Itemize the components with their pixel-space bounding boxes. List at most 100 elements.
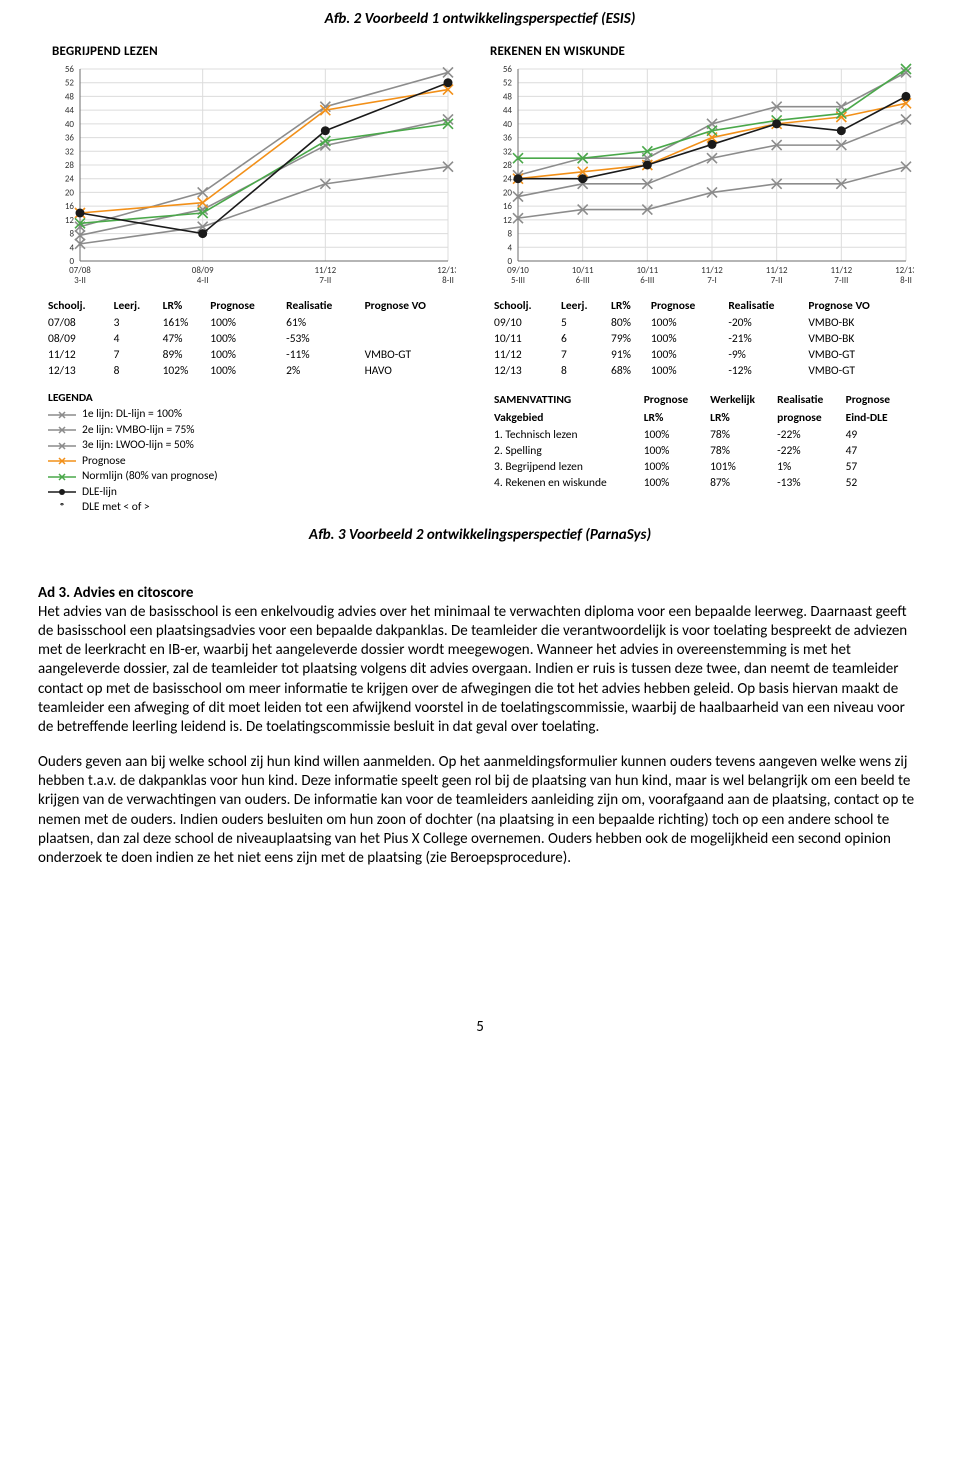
svg-text:*: * xyxy=(59,503,66,513)
svg-text:36: 36 xyxy=(65,133,75,144)
svg-text:36: 36 xyxy=(503,133,513,144)
svg-text:7-I: 7-I xyxy=(707,275,717,286)
table-row: 08/09447%100%-53% xyxy=(48,331,466,347)
svg-text:28: 28 xyxy=(65,160,75,171)
table-header: Prognose xyxy=(651,297,729,315)
legend-marker xyxy=(48,472,76,482)
summary-row: 4. Rekenen en wiskunde100%87%-13%52 xyxy=(494,475,912,491)
chart-right: 04812162024283236404448525609/105-III10/… xyxy=(484,63,914,293)
chart-right-title: REKENEN EN WISKUNDE xyxy=(490,44,914,59)
svg-text:44: 44 xyxy=(65,105,75,116)
svg-text:12: 12 xyxy=(503,215,513,226)
table-row: 10/11679%100%-21%VMBO-BK xyxy=(494,331,912,347)
chart-left: 04812162024283236404448525607/083-II08/0… xyxy=(46,63,456,293)
svg-text:48: 48 xyxy=(65,91,75,102)
legend-marker: * xyxy=(48,503,76,513)
table-row: 11/12789%100%-11%VMBO-GT xyxy=(48,347,466,363)
paragraph-2: Ouders geven aan bij welke school zij hu… xyxy=(38,753,922,868)
legend-marker xyxy=(48,456,76,466)
legend-item: 2e lijn: VMBO-lijn = 75% xyxy=(48,423,466,439)
svg-text:24: 24 xyxy=(503,174,513,185)
svg-text:8-II: 8-II xyxy=(900,275,912,286)
svg-text:7-III: 7-III xyxy=(834,275,848,286)
section-heading: Ad 3. Advies en citoscore xyxy=(38,584,193,602)
table-header: LR% xyxy=(611,297,651,315)
legend-marker xyxy=(48,441,76,451)
legend-marker xyxy=(48,410,76,420)
svg-text:16: 16 xyxy=(503,201,513,212)
table-header: Prognose xyxy=(210,297,286,315)
chart-left-panel: BEGRIJPEND LEZEN 04812162024283236404448… xyxy=(46,44,468,293)
svg-text:56: 56 xyxy=(65,64,75,75)
chart-right-panel: REKENEN EN WISKUNDE 04812162024283236404… xyxy=(484,44,914,293)
table-row: 11/12791%100%-9%VMBO-GT xyxy=(494,347,912,363)
table-row: 12/13868%100%-12%VMBO-GT xyxy=(494,363,912,379)
legend-label: Prognose xyxy=(82,454,126,470)
svg-text:16: 16 xyxy=(65,201,75,212)
svg-text:6-III: 6-III xyxy=(640,275,654,286)
svg-text:44: 44 xyxy=(503,105,513,116)
legend-label: 3e lijn: LWOO-lijn = 50% xyxy=(82,438,194,454)
body-text: Ad 3. Advies en citoscore Het advies van… xyxy=(38,584,922,869)
legend-label: 2e lijn: VMBO-lijn = 75% xyxy=(82,423,195,439)
page-number: 5 xyxy=(38,1018,922,1036)
legend-title: LEGENDA xyxy=(48,391,466,405)
svg-text:4-II: 4-II xyxy=(197,275,209,286)
chart-left-title: BEGRIJPEND LEZEN xyxy=(52,44,468,59)
legend-label: 1e lijn: DL-lijn = 100% xyxy=(82,407,182,423)
svg-text:7-II: 7-II xyxy=(319,275,331,286)
svg-text:8: 8 xyxy=(69,229,74,240)
summary-row: 3. Begrijpend lezen100%101%1%57 xyxy=(494,459,912,475)
svg-text:40: 40 xyxy=(65,119,75,130)
table-header: Leerj. xyxy=(561,297,611,315)
svg-text:4: 4 xyxy=(69,242,74,253)
table-row: 07/083161%100%61% xyxy=(48,315,466,331)
table-row: 09/10580%100%-20%VMBO-BK xyxy=(494,315,912,331)
legend: LEGENDA 1e lijn: DL-lijn = 100%2e lijn: V… xyxy=(48,391,466,516)
svg-text:32: 32 xyxy=(65,146,75,157)
table-row: 12/138102%100%2%HAVO xyxy=(48,363,466,379)
svg-text:32: 32 xyxy=(503,146,513,157)
svg-text:56: 56 xyxy=(503,64,513,75)
svg-text:24: 24 xyxy=(65,174,75,185)
svg-text:3-II: 3-II xyxy=(74,275,86,286)
legend-marker xyxy=(48,487,76,497)
table-header: Prognose VO xyxy=(365,297,466,315)
legend-item: DLE-lijn xyxy=(48,485,466,501)
legend-item: Prognose xyxy=(48,454,466,470)
table-header: Leerj. xyxy=(114,297,163,315)
legend-item: 3e lijn: LWOO-lijn = 50% xyxy=(48,438,466,454)
legend-item: * DLE met < of > xyxy=(48,500,466,516)
svg-text:5-III: 5-III xyxy=(511,275,525,286)
svg-text:8: 8 xyxy=(507,229,512,240)
svg-text:20: 20 xyxy=(65,187,75,198)
legend-label: DLE-lijn xyxy=(82,485,117,501)
figure-esis: BEGRIJPEND LEZEN 04812162024283236404448… xyxy=(38,38,922,520)
legend-marker xyxy=(48,425,76,435)
legend-item: 1e lijn: DL-lijn = 100% xyxy=(48,407,466,423)
table-header: Realisatie xyxy=(728,297,808,315)
table-header: Schoolj. xyxy=(494,297,561,315)
svg-text:52: 52 xyxy=(503,78,513,89)
svg-text:48: 48 xyxy=(503,91,513,102)
table-header: Realisatie xyxy=(286,297,364,315)
right-table: Schoolj.Leerj.LR%PrognoseRealisatieProgn… xyxy=(494,297,912,516)
paragraph-1: Het advies van de basisschool is een enk… xyxy=(38,603,907,736)
summary-row: 2. Spelling100%78%-22%47 xyxy=(494,443,912,459)
table-header: LR% xyxy=(163,297,211,315)
left-table: Schoolj.Leerj.LR%PrognoseRealisatieProgn… xyxy=(48,297,466,516)
svg-text:40: 40 xyxy=(503,119,513,130)
figure-caption-2: Afb. 3 Voorbeeld 2 ontwikkelingsperspect… xyxy=(38,526,922,544)
svg-text:7-II: 7-II xyxy=(771,275,783,286)
legend-item: Normlijn (80% van prognose) xyxy=(48,469,466,485)
summary-row: 1. Technisch lezen100%78%-22%49 xyxy=(494,427,912,443)
svg-text:12: 12 xyxy=(65,215,75,226)
page: Afb. 2 Voorbeeld 1 ontwikkelingsperspect… xyxy=(0,0,960,1076)
legend-label: DLE met < of > xyxy=(82,500,150,516)
svg-text:8-II: 8-II xyxy=(442,275,454,286)
svg-text:28: 28 xyxy=(503,160,513,171)
svg-text:20: 20 xyxy=(503,187,513,198)
svg-text:52: 52 xyxy=(65,78,75,89)
svg-text:4: 4 xyxy=(507,242,512,253)
svg-text:6-III: 6-III xyxy=(576,275,590,286)
